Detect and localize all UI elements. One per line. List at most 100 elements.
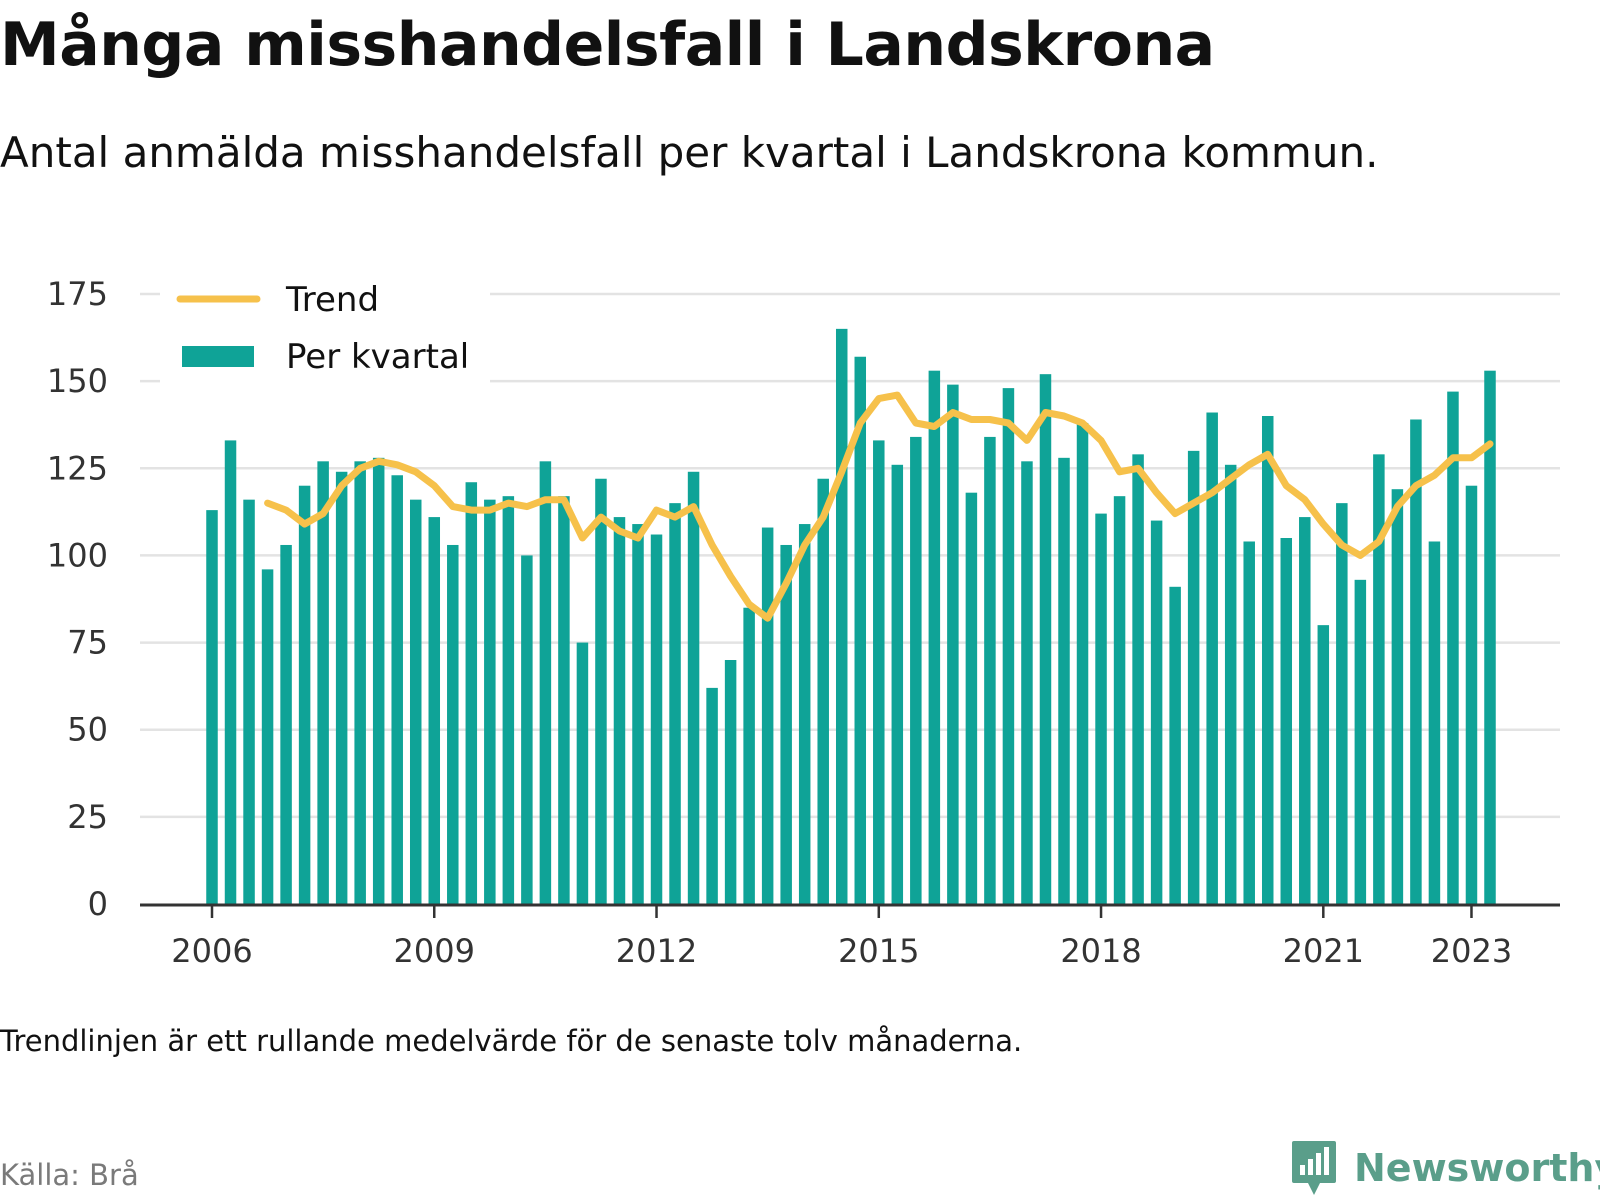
source-text: Källa: Brå bbox=[0, 1158, 139, 1192]
bar bbox=[1002, 388, 1015, 905]
bar bbox=[595, 478, 607, 904]
bar bbox=[1484, 370, 1496, 905]
bar bbox=[243, 499, 255, 904]
y-tick-label: 25 bbox=[67, 798, 108, 836]
legend-label-per-kvartal: Per kvartal bbox=[286, 337, 469, 377]
bar bbox=[1113, 496, 1126, 904]
bar bbox=[298, 485, 311, 904]
bar bbox=[1280, 538, 1293, 904]
chart-subtitle: Antal anmälda misshandelsfall per kvarta… bbox=[0, 128, 1379, 177]
bar bbox=[1447, 391, 1459, 905]
y-tick-label: 50 bbox=[67, 711, 108, 749]
y-tick-label: 125 bbox=[47, 449, 108, 487]
bar bbox=[502, 496, 515, 904]
bar bbox=[1150, 520, 1163, 904]
bar bbox=[854, 356, 867, 904]
bar bbox=[984, 436, 996, 904]
x-tick-label: 2021 bbox=[1283, 932, 1364, 970]
bar bbox=[798, 524, 811, 904]
legend-label-trend: Trend bbox=[285, 280, 379, 320]
bar bbox=[817, 478, 829, 904]
bar bbox=[632, 524, 644, 904]
bar bbox=[650, 534, 663, 904]
bar bbox=[947, 384, 959, 905]
bar bbox=[1465, 485, 1478, 904]
newsworthy-icon bbox=[1292, 1141, 1336, 1195]
y-tick-label: 0 bbox=[88, 885, 108, 923]
bar bbox=[1076, 422, 1089, 904]
y-axis-labels: 0 25 50 75 100 125 150 175 bbox=[47, 275, 108, 923]
bar bbox=[910, 436, 922, 904]
x-tick-label: 2006 bbox=[171, 932, 252, 970]
bar bbox=[1039, 374, 1052, 905]
bar bbox=[1169, 586, 1181, 904]
x-tick-label: 2023 bbox=[1431, 932, 1512, 970]
bar bbox=[873, 440, 885, 904]
bar bbox=[409, 499, 422, 904]
bar-series bbox=[206, 328, 1496, 905]
y-tick-label: 175 bbox=[47, 275, 108, 313]
bar bbox=[965, 492, 978, 904]
bar bbox=[1243, 541, 1255, 904]
bar bbox=[724, 660, 737, 904]
footnote: Trendlinjen är ett rullande medelvärde f… bbox=[0, 1024, 1023, 1058]
bar bbox=[428, 517, 441, 904]
bar bbox=[835, 328, 848, 904]
bar bbox=[261, 569, 274, 904]
bar bbox=[780, 544, 792, 904]
bar bbox=[669, 503, 681, 904]
bar bbox=[1021, 461, 1033, 904]
bar bbox=[335, 471, 348, 904]
bar bbox=[891, 464, 904, 904]
bar bbox=[1391, 489, 1404, 904]
bar bbox=[1224, 464, 1237, 904]
bar bbox=[206, 510, 218, 904]
x-axis: 2006 2009 2012 2015 2018 2021 2023 bbox=[140, 903, 1560, 970]
trend-line bbox=[264, 391, 1494, 622]
bar bbox=[1058, 457, 1070, 904]
brand-logo: Newsworthy bbox=[1290, 1140, 1600, 1196]
x-tick-label: 2012 bbox=[616, 932, 697, 970]
legend: Trend Per kvartal bbox=[160, 280, 490, 384]
bar bbox=[1206, 412, 1218, 904]
bar bbox=[372, 457, 385, 904]
bar bbox=[391, 475, 403, 904]
bar bbox=[1095, 513, 1107, 904]
y-tick-label: 100 bbox=[47, 536, 108, 574]
chart: 0 25 50 75 100 125 150 175 2006 2009 2012 2015 2018… bbox=[47, 275, 1560, 970]
bar bbox=[1410, 419, 1422, 904]
bar bbox=[1187, 450, 1200, 904]
bar bbox=[447, 544, 459, 904]
bar bbox=[576, 642, 589, 904]
x-tick-label: 2015 bbox=[838, 932, 919, 970]
bar bbox=[1261, 416, 1274, 904]
bar bbox=[1317, 625, 1330, 904]
bar bbox=[743, 607, 755, 904]
y-tick-label: 150 bbox=[47, 362, 108, 400]
bar bbox=[539, 461, 552, 904]
bar bbox=[706, 687, 718, 904]
bar bbox=[928, 370, 941, 905]
bar bbox=[1354, 579, 1367, 904]
bar bbox=[521, 555, 533, 904]
bar bbox=[558, 496, 570, 904]
bar bbox=[761, 527, 774, 904]
bar bbox=[280, 544, 292, 904]
bar bbox=[687, 471, 700, 904]
y-tick-label: 75 bbox=[67, 624, 108, 662]
brand-name: Newsworthy bbox=[1354, 1146, 1600, 1190]
bar bbox=[224, 440, 237, 904]
bar bbox=[1132, 454, 1144, 904]
bar bbox=[613, 517, 626, 904]
bar bbox=[1336, 503, 1348, 904]
x-tick-label: 2009 bbox=[394, 932, 475, 970]
bar bbox=[317, 461, 329, 904]
bar bbox=[1373, 454, 1385, 904]
bar bbox=[484, 499, 496, 904]
bar bbox=[1299, 517, 1311, 904]
chart-title: Många misshandelsfall i Landskrona bbox=[0, 10, 1215, 80]
bar bbox=[465, 482, 478, 904]
x-tick-label: 2018 bbox=[1060, 932, 1141, 970]
legend-bar-swatch bbox=[182, 346, 254, 367]
bar bbox=[354, 461, 366, 904]
